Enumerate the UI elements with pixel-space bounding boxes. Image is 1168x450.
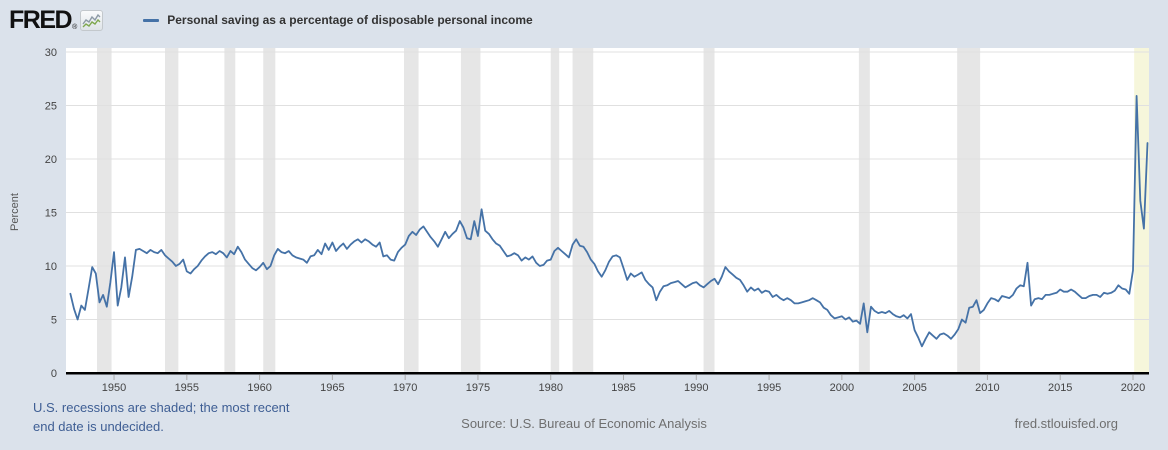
- fred-site-link[interactable]: fred.stlouisfed.org: [1014, 416, 1118, 431]
- x-tick-label: 2020: [1121, 382, 1145, 394]
- registered-mark: ®: [72, 23, 78, 31]
- legend-line-swatch: [143, 18, 160, 22]
- y-tick-label: 25: [45, 101, 57, 113]
- recession-band: [224, 48, 236, 373]
- recession-band: [703, 48, 715, 373]
- recession-band: [572, 48, 594, 373]
- recession-band: [97, 48, 112, 373]
- source-text: Source: U.S. Bureau of Economic Analysis: [461, 416, 707, 431]
- fred-logo-text: FRED: [9, 5, 73, 34]
- y-axis-title: Percent: [9, 193, 21, 231]
- x-tick-label: 1970: [393, 382, 417, 394]
- x-tick-label: 1955: [175, 382, 199, 394]
- x-tick-label: 1975: [466, 382, 490, 394]
- recession-note-line2: end date is undecided.: [33, 418, 164, 434]
- recession-band: [404, 48, 419, 373]
- x-tick-label: 1980: [538, 382, 562, 394]
- x-axis-line: [66, 372, 1149, 375]
- x-tick-label: 1985: [611, 382, 635, 394]
- y-tick-label: 15: [45, 208, 57, 220]
- fred-logo[interactable]: FRED ®: [9, 5, 104, 34]
- chart-legend: Personal saving as a percentage of dispo…: [143, 13, 533, 27]
- recession-band: [164, 48, 179, 373]
- fred-sparkline-icon: [80, 9, 104, 31]
- y-tick-label: 30: [45, 47, 57, 59]
- x-tick-label: 2005: [902, 382, 926, 394]
- saving-rate-chart: 0 5 10 15 20 25 30 1950 1955 1960 1965 1970 1975 1980…: [9, 47, 1149, 394]
- x-tick-label: 2015: [1048, 382, 1072, 394]
- recession-note-line1: U.S. recessions are shaded; the most rec…: [33, 400, 290, 415]
- y-tick-label: 10: [45, 261, 57, 273]
- recession-band: [460, 48, 481, 373]
- x-tick-label: 1990: [684, 382, 708, 394]
- x-tick-label: 2010: [975, 382, 999, 394]
- x-tick-label: 1950: [102, 382, 126, 394]
- x-tick-label: 1960: [247, 382, 271, 394]
- x-tick-label: 2000: [830, 382, 854, 394]
- recession-band: [957, 48, 981, 373]
- recession-shading-note: U.S. recessions are shaded; the most rec…: [33, 399, 290, 437]
- x-tick-label: 1965: [320, 382, 344, 394]
- recession-band: [858, 48, 870, 373]
- y-tick-label: 0: [51, 368, 57, 380]
- x-tick-label: 1995: [757, 382, 781, 394]
- saving-rate-line: [69, 95, 1149, 348]
- series-title: Personal saving as a percentage of dispo…: [167, 13, 533, 27]
- y-tick-label: 5: [51, 315, 57, 327]
- y-tick-label: 20: [45, 154, 57, 166]
- recession-band: [550, 48, 560, 373]
- recession-band: [263, 48, 276, 373]
- header: FRED ® Personal saving as a percentage of…: [0, 0, 1168, 40]
- footer: U.S. recessions are shaded; the most rec…: [0, 396, 1168, 450]
